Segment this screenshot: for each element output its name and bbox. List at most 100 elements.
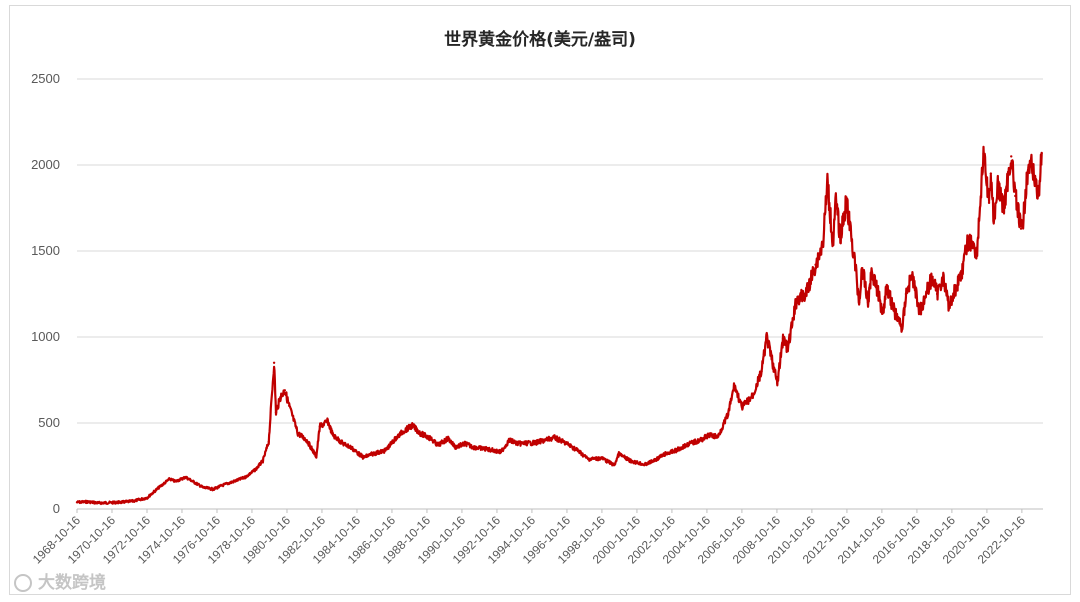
data-point [576,449,580,452]
data-point [489,448,492,451]
data-point [534,441,537,444]
data-point [765,335,768,339]
data-point [854,267,857,270]
data-point [786,347,790,351]
data-point [831,242,835,246]
data-point [961,267,964,270]
data-point [305,439,308,442]
y-gridlines [77,78,1043,424]
data-point [826,181,829,184]
data-point [419,432,422,435]
data-point [318,425,321,428]
chart-frame [9,5,1071,595]
data-point [716,435,720,438]
data-point [296,432,300,435]
data-point [653,459,656,462]
data-point [201,486,205,489]
data-point [664,452,667,456]
data-point [315,455,318,458]
data-point [446,437,450,440]
data-point [629,459,632,463]
data-point [699,439,702,442]
data-point [471,445,475,449]
data-point [411,424,414,427]
data-point [341,442,345,445]
y-axis-tick-labels: 0 500 1000 1500 2000 2500 [31,71,60,516]
series-group [75,145,1043,506]
data-point [941,275,945,278]
data-point [274,411,278,414]
data-point [75,501,79,504]
data-point [110,501,114,504]
data-point [760,370,763,373]
data-point [992,218,995,222]
data-point [232,480,235,483]
data-point [331,433,335,437]
data-point [861,267,864,270]
y-tick-label: 2500 [31,71,60,86]
data-point [910,273,914,277]
data-point [904,292,908,296]
data-point [184,475,187,479]
y-tick-label: 2000 [31,157,60,172]
data-point [989,172,993,175]
logo-icon [14,574,32,592]
data-point [845,199,848,203]
data-point [987,201,991,205]
data-point [707,433,711,437]
data-point [926,287,930,291]
data-point [261,459,265,463]
data-point [834,199,838,203]
data-point [371,452,374,456]
data-point [643,463,647,466]
data-point [857,301,861,304]
data-point [674,449,677,452]
data-point [740,406,744,409]
data-point [1019,227,1023,230]
watermark-text: 大数跨境 [38,573,106,593]
data-point [254,468,257,471]
data-point [565,442,569,445]
x-axis-tick-labels: 1968-10-161970-10-161972-10-161974-10-16… [30,509,1028,567]
data-point [821,242,825,246]
data-point [885,284,888,287]
data-point [1002,206,1005,210]
data-point [688,442,691,445]
data-point [804,294,807,297]
data-point [222,483,225,487]
data-point [1037,193,1041,196]
data-point [586,457,590,461]
data-point [326,420,329,423]
data-point [508,439,511,442]
data-point [1014,194,1017,198]
data-point [901,327,904,330]
chart-title: 世界黄金价格(美元/盎司) [444,29,636,50]
data-point [617,452,621,456]
data-point [272,361,276,364]
data-point [191,480,195,483]
data-point [982,152,985,156]
data-point [279,396,282,399]
data-point [145,496,149,500]
data-point [384,449,387,452]
data-point [966,241,969,244]
data-point [613,463,616,467]
data-point [1010,155,1013,158]
data-point [866,301,870,304]
data-point [795,297,798,301]
data-point [244,475,247,479]
y-tick-label: 500 [38,415,60,430]
data-point [931,275,934,278]
data-point [174,480,177,483]
data-point [454,445,457,449]
data-point [935,292,939,296]
data-point [870,270,873,273]
data-point [839,236,842,239]
data-point [1025,172,1029,175]
data-point [499,451,502,454]
data-point [947,304,951,308]
data-point [874,280,877,284]
data-point [436,444,440,447]
